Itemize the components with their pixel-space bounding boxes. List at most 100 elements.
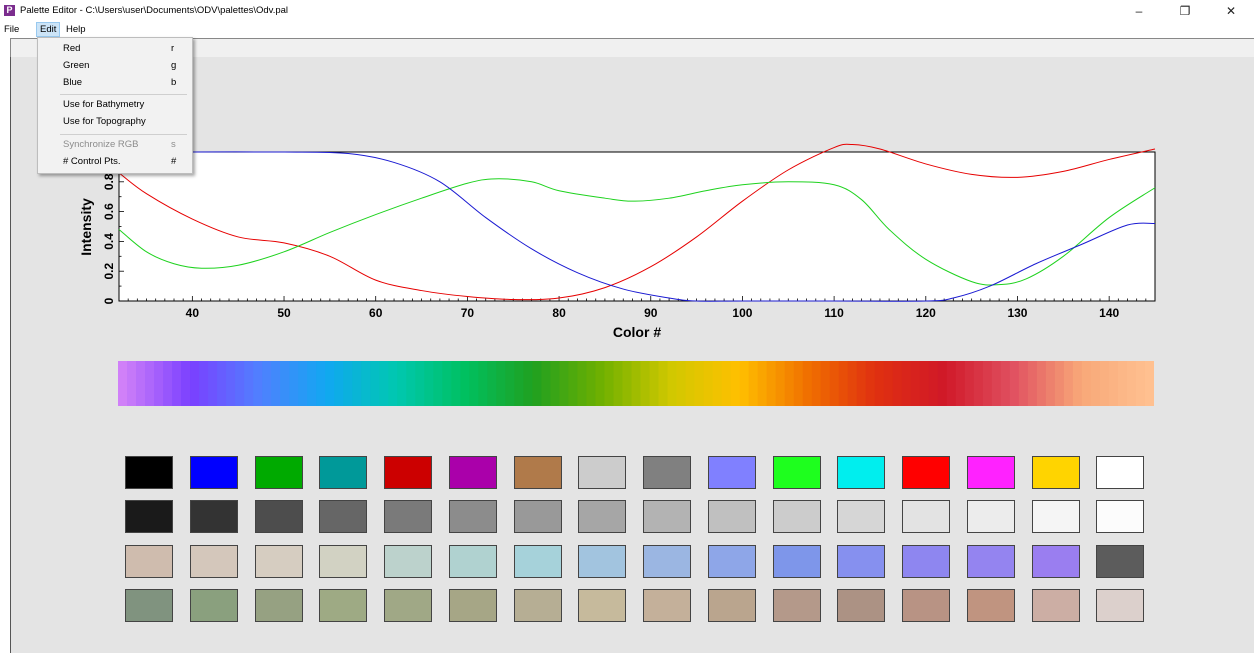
palette-color-band[interactable]	[361, 361, 371, 406]
palette-color-band[interactable]	[1009, 361, 1020, 406]
palette-color-band[interactable]	[955, 361, 966, 406]
color-swatch[interactable]	[773, 545, 821, 578]
palette-color-band[interactable]	[640, 361, 651, 406]
color-swatch[interactable]	[449, 456, 497, 489]
color-swatch[interactable]	[190, 456, 238, 489]
color-swatch[interactable]	[319, 545, 367, 578]
color-swatch[interactable]	[1096, 589, 1144, 622]
color-swatch[interactable]	[1032, 545, 1080, 578]
color-swatch[interactable]	[319, 456, 367, 489]
palette-color-band[interactable]	[586, 361, 597, 406]
color-swatch[interactable]	[319, 500, 367, 533]
close-button[interactable]: ✕	[1225, 4, 1237, 18]
color-swatch[interactable]	[514, 456, 562, 489]
menu-edit[interactable]: Edit	[36, 22, 61, 37]
palette-color-band[interactable]	[946, 361, 957, 406]
palette-color-band[interactable]	[577, 361, 588, 406]
edit-menu-item[interactable]: Use for Topography	[63, 116, 146, 127]
palette-color-band[interactable]	[721, 361, 732, 406]
palette-color-band[interactable]	[451, 361, 461, 406]
palette-color-band[interactable]	[964, 361, 975, 406]
menu-help[interactable]: Help	[66, 24, 86, 35]
palette-color-band[interactable]	[145, 361, 155, 406]
palette-color-band[interactable]	[1018, 361, 1029, 406]
edit-menu-item[interactable]: Blue	[63, 77, 83, 88]
color-swatch[interactable]	[384, 589, 432, 622]
palette-color-band[interactable]	[1063, 361, 1074, 406]
color-swatch[interactable]	[837, 545, 885, 578]
color-swatch[interactable]	[514, 589, 562, 622]
palette-color-band[interactable]	[1108, 361, 1119, 406]
palette-color-band[interactable]	[568, 361, 579, 406]
palette-color-band[interactable]	[622, 361, 633, 406]
palette-color-band[interactable]	[244, 361, 254, 406]
palette-color-band[interactable]	[811, 361, 822, 406]
palette-color-band[interactable]	[271, 361, 281, 406]
palette-color-band[interactable]	[1072, 361, 1083, 406]
palette-color-band[interactable]	[973, 361, 984, 406]
palette-color-band[interactable]	[613, 361, 624, 406]
palette-color-band[interactable]	[865, 361, 876, 406]
palette-color-band[interactable]	[604, 361, 615, 406]
color-swatch[interactable]	[902, 545, 950, 578]
palette-color-band[interactable]	[838, 361, 849, 406]
intensity-curve-0[interactable]	[118, 143, 1156, 301]
color-swatch[interactable]	[1096, 500, 1144, 533]
palette-color-band[interactable]	[181, 361, 191, 406]
menu-file[interactable]: File	[4, 24, 20, 35]
palette-color-band[interactable]	[1117, 361, 1128, 406]
color-swatch[interactable]	[643, 456, 691, 489]
palette-color-band[interactable]	[118, 361, 128, 406]
color-swatch[interactable]	[902, 456, 950, 489]
palette-color-band[interactable]	[847, 361, 858, 406]
palette-color-band[interactable]	[1036, 361, 1047, 406]
palette-color-band[interactable]	[478, 361, 488, 406]
palette-color-band[interactable]	[766, 361, 777, 406]
color-swatch[interactable]	[578, 456, 626, 489]
color-swatch[interactable]	[319, 589, 367, 622]
palette-color-band[interactable]	[685, 361, 696, 406]
color-swatch[interactable]	[125, 500, 173, 533]
color-swatch[interactable]	[837, 500, 885, 533]
palette-color-band[interactable]	[514, 361, 524, 406]
palette-color-band[interactable]	[649, 361, 660, 406]
palette-color-band[interactable]	[235, 361, 245, 406]
palette-color-band[interactable]	[523, 361, 533, 406]
palette-color-band[interactable]	[919, 361, 930, 406]
color-swatch[interactable]	[708, 545, 756, 578]
color-swatch[interactable]	[578, 500, 626, 533]
palette-color-band[interactable]	[469, 361, 479, 406]
color-swatch[interactable]	[190, 589, 238, 622]
palette-color-band[interactable]	[442, 361, 452, 406]
color-swatch[interactable]	[1096, 456, 1144, 489]
intensity-curve-1[interactable]	[118, 178, 1156, 286]
palette-color-band[interactable]	[982, 361, 993, 406]
color-swatch[interactable]	[255, 456, 303, 489]
palette-color-band[interactable]	[1144, 361, 1154, 406]
palette-color-band[interactable]	[676, 361, 687, 406]
palette-color-band[interactable]	[856, 361, 867, 406]
palette-color-band[interactable]	[1054, 361, 1065, 406]
color-swatch[interactable]	[967, 456, 1015, 489]
palette-color-band[interactable]	[406, 361, 416, 406]
palette-color-band[interactable]	[505, 361, 515, 406]
color-swatch[interactable]	[125, 456, 173, 489]
palette-color-band[interactable]	[829, 361, 840, 406]
palette-color-band[interactable]	[757, 361, 768, 406]
palette-color-band[interactable]	[1000, 361, 1011, 406]
palette-color-band[interactable]	[1126, 361, 1137, 406]
palette-color-band[interactable]	[127, 361, 137, 406]
palette-color-band[interactable]	[541, 361, 552, 406]
palette-color-band[interactable]	[460, 361, 470, 406]
palette-color-band[interactable]	[1027, 361, 1038, 406]
color-swatch[interactable]	[1096, 545, 1144, 578]
palette-color-band[interactable]	[802, 361, 813, 406]
palette-gradient-bar[interactable]	[118, 361, 1154, 406]
color-swatch[interactable]	[708, 456, 756, 489]
color-swatch[interactable]	[837, 589, 885, 622]
palette-color-band[interactable]	[703, 361, 714, 406]
color-swatch[interactable]	[708, 500, 756, 533]
palette-color-band[interactable]	[154, 361, 164, 406]
color-swatch[interactable]	[773, 589, 821, 622]
restore-button[interactable]: ❐	[1179, 4, 1191, 18]
